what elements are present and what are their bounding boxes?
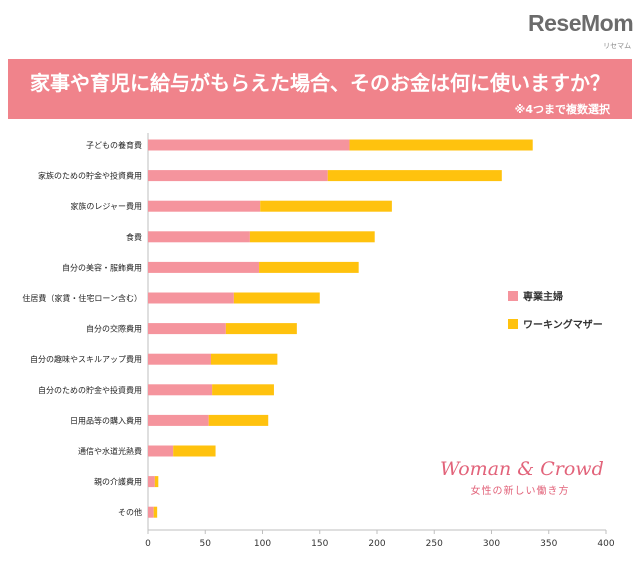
bar-series-2 (210, 353, 278, 365)
x-tick-label: 250 (426, 539, 443, 549)
bar-series-1 (148, 170, 328, 182)
category-label: 自分の趣味やスキルアップ費用 (30, 354, 142, 364)
x-tick-label: 400 (597, 539, 614, 549)
bar-series-1 (148, 414, 209, 426)
bar-series-1 (148, 261, 260, 273)
bar-series-2 (259, 261, 359, 273)
bar-series-2 (154, 476, 159, 488)
bar-series-1 (148, 231, 250, 243)
logo-text: ReseMom (528, 10, 634, 36)
category-label: 家族のための貯金や投資費用 (38, 171, 142, 181)
category-label: 自分の美容・服飾費用 (62, 262, 142, 272)
title-banner: 家事や育児に給与がもらえた場合、そのお金は何に使いますか？ ※4つまで複数選択 (8, 59, 632, 119)
bar-series-1 (148, 476, 155, 488)
category-label: 子どもの養育費 (86, 140, 142, 150)
bar-series-2 (173, 445, 216, 457)
chart-subtitle: ※4つまで複数選択 (514, 103, 610, 116)
logo-sub-text: リセマム (603, 42, 632, 50)
x-tick-label: 100 (254, 539, 271, 549)
x-tick-label: 50 (200, 539, 212, 549)
brand-name: Woman & Crowd (440, 458, 604, 480)
category-label: 親の介護費用 (94, 477, 142, 487)
bar-series-1 (148, 292, 234, 304)
bar-series-1 (148, 200, 261, 212)
chart-title: 家事や育児に給与がもらえた場合、そのお金は何に使いますか？ (30, 71, 610, 95)
category-label: 住居費（家賃・住宅ローン含む） (22, 293, 142, 303)
x-tick-label: 200 (368, 539, 385, 549)
woman-crowd-logo: Woman & Crowd 女性の新しい働き方 (440, 458, 604, 497)
bar-series-2 (212, 384, 274, 396)
legend-swatch-series-2 (508, 319, 518, 329)
category-label: 自分のための貯金や投資費用 (38, 385, 142, 395)
category-label: 通信や水道光熱費 (78, 446, 142, 456)
bar-series-1 (148, 323, 226, 335)
bar-series-1 (148, 445, 174, 457)
category-label: 家族のレジャー費用 (70, 201, 142, 211)
resemom-logo: ReseMom リセマム (528, 10, 634, 50)
bar-series-1 (148, 384, 213, 396)
bar-series-2 (225, 323, 297, 335)
legend-label-series-1: 専業主婦 (523, 290, 563, 303)
bar-series-2 (153, 506, 158, 518)
x-tick-label: 0 (145, 539, 151, 549)
bar-series-1 (148, 139, 350, 151)
brand-tagline: 女性の新しい働き方 (470, 486, 570, 497)
category-label: その他 (118, 507, 142, 517)
category-label: 自分の交際費用 (86, 324, 142, 334)
x-tick-label: 300 (483, 539, 500, 549)
x-tick-label: 150 (311, 539, 328, 549)
bar-series-2 (249, 231, 375, 243)
bar-series-2 (327, 170, 502, 182)
category-label: 日用品等の購入費用 (70, 415, 142, 425)
bar-series-1 (148, 506, 154, 518)
x-tick-label: 350 (540, 539, 557, 549)
bar-series-2 (260, 200, 392, 212)
category-label: 食費 (126, 232, 142, 242)
bar-series-2 (208, 414, 269, 426)
bar-series-2 (233, 292, 320, 304)
legend-swatch-series-1 (508, 291, 518, 301)
bar-series-1 (148, 353, 211, 365)
bar-series-2 (349, 139, 533, 151)
legend-label-series-2: ワーキングマザー (523, 318, 603, 331)
